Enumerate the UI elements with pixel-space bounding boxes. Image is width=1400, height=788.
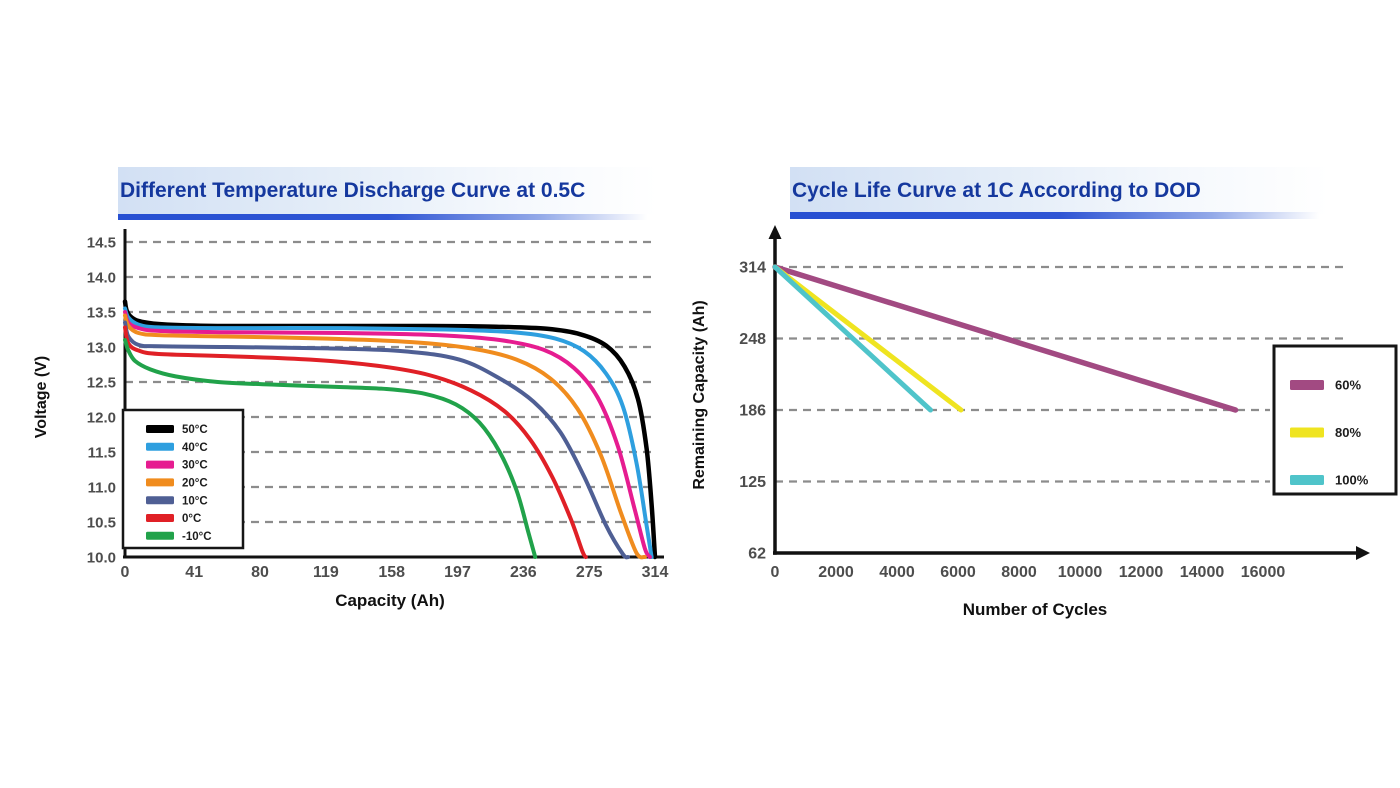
x-tick-label: 12000 [1119, 564, 1164, 581]
series-curve-80 [772, 264, 964, 413]
x-tick-label: 2000 [818, 564, 854, 581]
legend-label: 10°C [182, 495, 208, 507]
legend-swatch [146, 442, 174, 451]
x-tick-label: 8000 [1001, 564, 1037, 581]
y-tick-label: 14.0 [87, 269, 116, 286]
legend-label: 80% [1335, 425, 1361, 440]
x-tick-label: 0 [771, 564, 780, 581]
x-tick-label: 16000 [1241, 564, 1286, 581]
legend-label: 30°C [182, 460, 208, 472]
series-curve-0C [123, 325, 588, 559]
legend-swatch [1290, 380, 1324, 390]
x-tick-label: 275 [576, 564, 603, 581]
legend-label: -10°C [182, 531, 212, 543]
y-tick-label: 14.5 [87, 234, 116, 251]
x-tick-label: 80 [251, 564, 269, 581]
y-tick-label: 10.5 [87, 514, 116, 531]
y-tick-label: 13.0 [87, 339, 116, 356]
cycle-life-chart-title-bar: Cycle Life Curve at 1C According to DOD [790, 167, 1330, 214]
legend-swatch [146, 425, 174, 433]
y-tick-label: 314 [739, 260, 766, 277]
legend-swatch [1290, 427, 1324, 438]
y-tick-label: 186 [739, 403, 766, 420]
y-axis-title: Remaining Capacity (Ah) [691, 300, 708, 489]
y-tick-label: 248 [739, 331, 766, 348]
series-curve-60 [772, 264, 1239, 413]
legend-label: 40°C [182, 442, 208, 454]
legend-swatch [146, 514, 174, 522]
legend-label: 0°C [182, 513, 201, 525]
legend-box [1272, 344, 1398, 496]
series-curve-100 [772, 264, 933, 413]
legend-label: 20°C [182, 478, 208, 490]
cycle-life-chart-title: Cycle Life Curve at 1C According to DOD [792, 178, 1201, 202]
x-tick-label: 197 [444, 564, 471, 581]
y-tick-label: 12.0 [87, 409, 116, 426]
x-tick-label: 6000 [940, 564, 976, 581]
x-tick-label: 119 [313, 564, 339, 581]
legend-label: 60% [1335, 378, 1361, 393]
legend-swatch [146, 460, 174, 469]
x-tick-label: 14000 [1180, 564, 1225, 581]
legend-label: 100% [1335, 473, 1369, 488]
discharge-chart-title: Different Temperature Discharge Curve at… [120, 178, 586, 202]
x-tick-label: 0 [121, 564, 130, 581]
legend-label: 50°C [182, 424, 208, 436]
y-axis-title: Voltage (V) [33, 356, 50, 438]
discharge-title-underline [118, 214, 658, 220]
series-curve-20C [123, 313, 647, 560]
series-curve-30C [123, 310, 652, 559]
y-tick-label: 62 [748, 546, 766, 563]
y-axis-arrow [768, 225, 782, 239]
series-curve--10C [123, 338, 538, 559]
x-axis-arrow [1356, 546, 1370, 560]
cycle-life-chart-plot: 62 125 186 248 314 0 2000 4000 6000 8000 10000 1200… [691, 225, 1398, 619]
x-tick-label: 236 [510, 564, 537, 581]
x-tick-label: 4000 [879, 564, 915, 581]
x-tick-label: 158 [378, 564, 405, 581]
legend-swatch [146, 531, 174, 540]
y-tick-label: 13.5 [87, 304, 116, 321]
y-tick-label: 11.0 [88, 479, 116, 496]
y-tick-label: 125 [739, 474, 766, 491]
x-tick-label: 10000 [1058, 564, 1103, 581]
cycle-life-title-underline [790, 212, 1330, 219]
legend-swatch [1290, 475, 1324, 485]
x-axis-title: Capacity (Ah) [335, 591, 445, 610]
discharge-chart-title-bar: Different Temperature Discharge Curve at… [118, 167, 658, 214]
x-tick-label: 314 [642, 564, 669, 581]
y-tick-label: 11.5 [88, 444, 116, 461]
series-curve-50C [122, 299, 658, 560]
y-tick-label: 10.0 [87, 549, 116, 566]
x-axis-title: Number of Cycles [963, 600, 1108, 619]
x-tick-label: 41 [185, 564, 203, 581]
y-tick-label: 12.5 [87, 374, 116, 391]
legend-swatch [146, 478, 174, 487]
discharge-chart-plot: 10.0 10.5 11.0 11.5 12.0 12.5 13.0 13.5 14.0 14.5… [33, 229, 669, 610]
legend-box [121, 408, 245, 550]
legend-swatch [146, 496, 174, 505]
series-curve-10C [123, 320, 630, 560]
series-curve-40C [123, 306, 654, 559]
